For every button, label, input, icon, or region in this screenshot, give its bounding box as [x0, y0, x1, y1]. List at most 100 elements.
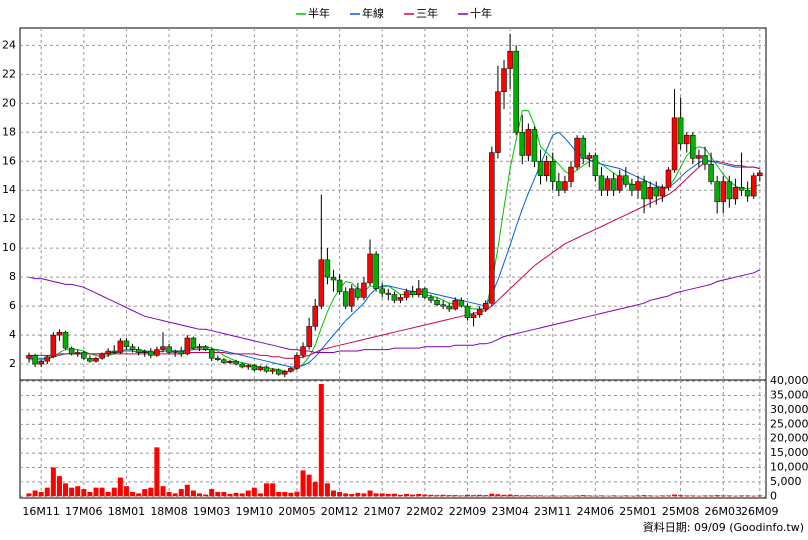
candle-body [56, 331, 63, 336]
candle-body [361, 282, 367, 298]
candle-body [373, 253, 379, 289]
volume-bar [215, 491, 221, 497]
volume-bar [635, 495, 641, 497]
candle-body [586, 155, 593, 159]
volume-bar [148, 487, 154, 497]
candle-body [349, 288, 355, 307]
volume-bar [87, 491, 93, 497]
candle-body [306, 326, 312, 347]
candle-body [141, 350, 148, 353]
candle-body [129, 346, 136, 350]
volume-bar [684, 495, 690, 497]
candle-body [251, 365, 258, 371]
volume-bar [739, 495, 745, 497]
volume-bar [221, 491, 227, 497]
candle-body [50, 334, 57, 358]
volume-bar [337, 491, 343, 497]
legend-label: 半年 [308, 6, 330, 20]
candle-body [495, 91, 501, 153]
volume-bar [592, 495, 598, 497]
volume-bar [349, 493, 355, 497]
x-tick-label: 17M06 [65, 505, 103, 518]
candle-body [379, 288, 385, 294]
legend-label: 年線 [362, 6, 384, 20]
candle-body [87, 358, 93, 362]
volume-bar [105, 491, 111, 497]
candle-body [239, 363, 245, 368]
candle-body [263, 366, 270, 372]
candle-body [440, 304, 446, 307]
volume-bar [294, 491, 300, 497]
candle-body [391, 294, 398, 301]
volume-bar [458, 495, 464, 497]
candle-body [288, 368, 294, 372]
volume-bar [397, 494, 403, 497]
x-tick-label: 26M09 [741, 505, 779, 518]
volume-bar [69, 487, 75, 497]
volume-bar [300, 470, 306, 497]
volume-bar [227, 493, 233, 497]
x-tick-label: 22M09 [449, 505, 487, 518]
volume-bar [708, 495, 714, 497]
volume-bar [117, 477, 123, 497]
candle-body [38, 360, 44, 365]
candle-body [81, 352, 87, 359]
candle-body [623, 175, 629, 185]
y-tick-label: 12 [2, 212, 16, 225]
volume-bar [123, 486, 129, 497]
volume-bar [562, 495, 568, 497]
volume-bar [318, 384, 324, 497]
candle-body [549, 161, 556, 182]
volume-bar [519, 495, 525, 497]
candle-body [257, 366, 264, 371]
x-tick-label: 16M11 [22, 505, 60, 518]
volume-bar [324, 483, 330, 497]
volume-bar [726, 495, 732, 497]
volume-bar [617, 495, 623, 497]
candle-body [635, 181, 641, 191]
x-tick-label: 18M01 [108, 505, 146, 518]
candle-body [294, 355, 300, 369]
candle-body [403, 291, 410, 298]
volume-bar [239, 493, 245, 497]
volume-bar [154, 447, 160, 497]
volume-bar [391, 493, 397, 497]
volume-bar [166, 491, 172, 497]
volume-bar [495, 494, 501, 497]
candle-body [750, 175, 757, 197]
candle-body [501, 68, 507, 92]
volume-bar [544, 495, 550, 497]
candle-body [464, 305, 471, 318]
volume-bar [538, 495, 544, 497]
volume-bar [647, 495, 653, 497]
volume-bar [251, 487, 257, 497]
candle-body [574, 137, 580, 168]
volume-bar [270, 483, 276, 497]
candle-body [99, 353, 105, 359]
volume-bar [629, 495, 635, 497]
candle-body [525, 129, 532, 156]
volume-bar [732, 495, 738, 497]
volume-bar [410, 494, 416, 497]
x-tick-label: 20M05 [278, 505, 316, 518]
y2-tick-label: 40,000 [770, 374, 808, 387]
candle-body [300, 346, 306, 356]
volume-bar [598, 495, 604, 497]
candle-body [757, 172, 763, 177]
x-tick-label: 26M03 [705, 505, 743, 518]
candle-body [74, 352, 81, 355]
volume-bar [446, 495, 452, 497]
volume-bar [99, 487, 105, 497]
volume-bar [306, 474, 312, 497]
y-tick-label: 20 [2, 96, 16, 109]
candle-body [483, 302, 489, 310]
volume-bar [373, 493, 379, 497]
candle-body [671, 117, 678, 171]
volume-bar [489, 493, 495, 497]
candle-body [397, 297, 404, 301]
volume-bar [471, 495, 477, 497]
y-tick-label: 22 [2, 67, 16, 80]
volume-bar [440, 494, 446, 497]
candle-body [416, 288, 422, 295]
candle-body [409, 291, 416, 295]
